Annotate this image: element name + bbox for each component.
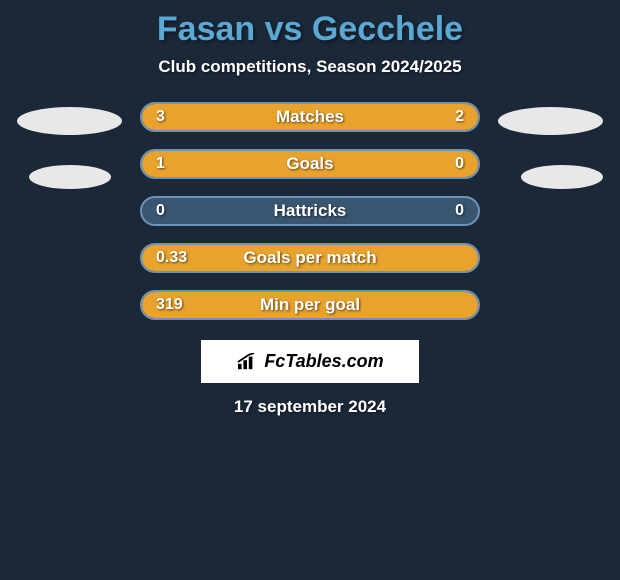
player-logo-placeholder <box>29 165 111 189</box>
player-photos-left <box>17 102 122 189</box>
stat-label: Hattricks <box>274 201 347 221</box>
brand-text: FcTables.com <box>264 351 383 372</box>
stat-bars: 3 Matches 2 1 Goals 0 0 Hattricks 0 0.33… <box>140 102 480 320</box>
stats-area: 3 Matches 2 1 Goals 0 0 Hattricks 0 0.33… <box>0 102 620 320</box>
stat-value-left: 0.33 <box>156 249 187 267</box>
stat-value-right: 0 <box>455 202 464 220</box>
stat-value-right: 0 <box>455 155 464 173</box>
stat-row-goals-per-match: 0.33 Goals per match <box>140 243 480 273</box>
bar-fill-left <box>142 151 404 177</box>
stat-row-min-per-goal: 319 Min per goal <box>140 290 480 320</box>
page-subtitle: Club competitions, Season 2024/2025 <box>158 57 461 77</box>
player-photos-right <box>498 102 603 189</box>
stat-value-right: 2 <box>455 108 464 126</box>
stat-label: Goals per match <box>243 248 376 268</box>
page-title: Fasan vs Gecchele <box>157 10 463 49</box>
player-photo-placeholder <box>17 107 122 135</box>
stat-value-left: 319 <box>156 296 183 314</box>
date-text: 17 september 2024 <box>234 397 386 417</box>
brand-badge[interactable]: FcTables.com <box>201 340 419 383</box>
bar-fill-right <box>404 151 478 177</box>
stat-row-matches: 3 Matches 2 <box>140 102 480 132</box>
chart-icon <box>236 353 258 371</box>
stat-value-left: 3 <box>156 108 165 126</box>
stat-row-hattricks: 0 Hattricks 0 <box>140 196 480 226</box>
stat-label: Goals <box>286 154 333 174</box>
stat-value-left: 0 <box>156 202 165 220</box>
stat-label: Min per goal <box>260 295 360 315</box>
player-logo-placeholder <box>521 165 603 189</box>
stat-value-left: 1 <box>156 155 165 173</box>
stat-label: Matches <box>276 107 344 127</box>
stat-row-goals: 1 Goals 0 <box>140 149 480 179</box>
player-photo-placeholder <box>498 107 603 135</box>
comparison-widget: Fasan vs Gecchele Club competitions, Sea… <box>0 0 620 427</box>
